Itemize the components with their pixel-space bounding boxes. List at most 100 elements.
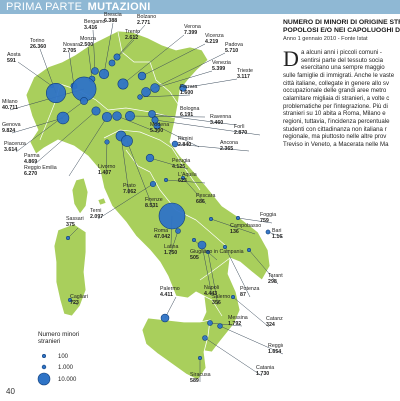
- city-value-label: 1.654: [268, 349, 281, 355]
- leader-line: [139, 94, 191, 98]
- city-value-label: 2.840: [178, 142, 191, 148]
- legend-label: 10.000: [58, 377, 77, 383]
- leader-line: [182, 177, 207, 205]
- city-value-label: 2.365: [220, 146, 233, 152]
- city-name-label: Trento: [125, 29, 140, 35]
- city-value-label: 623: [178, 178, 187, 184]
- section-header-bar: PRIMA PARTE MUTAZIONI: [0, 0, 400, 14]
- city-name-label: Ferrara: [180, 84, 197, 90]
- city-name-label: Forlì: [234, 124, 245, 130]
- city-value-label: 2.771: [137, 20, 150, 26]
- city-value-label: 591: [7, 58, 16, 64]
- city-name-label: Bologna: [180, 106, 199, 112]
- city-value-label: 1.750: [164, 250, 177, 256]
- section-topic: MUTAZIONI: [87, 1, 151, 13]
- city-bubble: [158, 202, 186, 230]
- leader-line: [219, 325, 283, 355]
- article-body-line: problematiche per l'integrazione. Più di: [283, 102, 388, 110]
- leader-line: [120, 135, 130, 195]
- city-bubble: [45, 82, 67, 104]
- city-bubble: [68, 297, 73, 302]
- city-bubble: [207, 320, 213, 326]
- leader-line: [224, 246, 251, 298]
- city-value-label: 40.711: [2, 105, 18, 111]
- city-value-label: 1.407: [98, 170, 111, 176]
- city-value-label: 589: [190, 378, 199, 384]
- leader-line: [156, 125, 200, 148]
- city-name-label: Verona: [184, 24, 201, 30]
- city-bubble: [148, 110, 156, 118]
- city-name-label: Ravenna: [210, 114, 231, 120]
- city-name-label: Prato: [123, 183, 136, 189]
- city-name-label: Foggia: [260, 212, 276, 218]
- city-bubble: [101, 111, 113, 123]
- city-name-label: Parma: [24, 153, 40, 159]
- article-body-line: studenti con cittadinanza non italiana r: [283, 125, 387, 133]
- city-value-label: 4.411: [160, 292, 173, 298]
- city-value-label: 3.460: [210, 120, 223, 126]
- city-name-label: Novara: [63, 42, 80, 48]
- city-name-label: Genova: [2, 122, 21, 128]
- article-body: D a alcuni anni i piccoli comuni - senti…: [283, 46, 400, 149]
- city-name-label: Potenza: [240, 286, 259, 292]
- city-value-label: 2.612: [125, 35, 138, 41]
- city-bubble: [137, 94, 143, 100]
- city-bubble: [175, 228, 181, 234]
- leader-line: [11, 117, 64, 134]
- city-value-label: 47.042: [154, 234, 170, 240]
- corsica-shape: [71, 177, 89, 215]
- city-name-label: Milano: [2, 99, 18, 105]
- city-name-label: Padova: [225, 42, 243, 48]
- city-value-label: 3.117: [237, 74, 250, 80]
- city-value-label: 2.097: [90, 214, 103, 220]
- city-value-label: 5.399: [212, 66, 225, 72]
- city-value-label: 356: [212, 300, 221, 306]
- city-value-label: 324: [266, 322, 275, 328]
- city-name-label: Pescara: [196, 193, 215, 199]
- city-bubble: [91, 106, 101, 116]
- city-value-label: 2.870: [234, 130, 247, 136]
- article-body-line: stranieri su 10 abita a Roma, Milano e: [283, 110, 386, 118]
- leader-line: [105, 141, 108, 176]
- leader-line: [67, 227, 79, 239]
- article-dropcap: D: [283, 46, 299, 71]
- city-name-label: Taranto: [268, 273, 283, 279]
- city-value-label: 26.360: [30, 44, 46, 50]
- leader-line: [182, 78, 238, 89]
- article-body-line: a alcuni anni i piccoli comuni -: [301, 49, 382, 56]
- leader-line: [116, 24, 146, 58]
- leader-line: [210, 218, 256, 235]
- city-bubble: [171, 140, 179, 148]
- city-value-label: 136: [230, 229, 239, 235]
- city-value-label: 8.531: [145, 203, 158, 209]
- city-bubble: [80, 97, 88, 105]
- leader-line: [193, 239, 218, 261]
- leader-line: [34, 110, 97, 165]
- city-name-label: Messina: [228, 315, 248, 321]
- city-name-label: Reggio Calabria: [268, 343, 283, 349]
- city-value-label: 2.705: [63, 48, 76, 54]
- legend-bubble: [41, 353, 46, 358]
- city-value-label: 4.443: [204, 291, 217, 297]
- city-value-label: 4.219: [205, 39, 218, 45]
- city-name-label: Monza: [80, 36, 96, 42]
- city-value-label: 4.869: [24, 159, 37, 165]
- city-bubble: [121, 135, 133, 147]
- leader-line: [248, 249, 279, 285]
- article-body-line: sulle famiglie di immigrati. Anche le va…: [283, 71, 395, 79]
- city-bubble: [149, 180, 157, 188]
- city-value-label: 1.600: [180, 90, 193, 96]
- city-bubble: [223, 245, 228, 250]
- city-bubble: [202, 335, 208, 341]
- legend-items: 100 1.000 10.000: [37, 353, 77, 386]
- city-bubble: [164, 178, 169, 183]
- city-bubble: [113, 53, 121, 61]
- leader-line: [145, 52, 226, 93]
- article-title-line-2: POPOLOSI E/O NEI CAPOLUOGHI DI P: [283, 27, 400, 34]
- legend-label: 1.000: [58, 365, 74, 371]
- leader-line: [17, 61, 53, 87]
- city-bubble: [153, 122, 161, 130]
- leader-line: [207, 251, 219, 306]
- sicily-shape: [141, 317, 211, 381]
